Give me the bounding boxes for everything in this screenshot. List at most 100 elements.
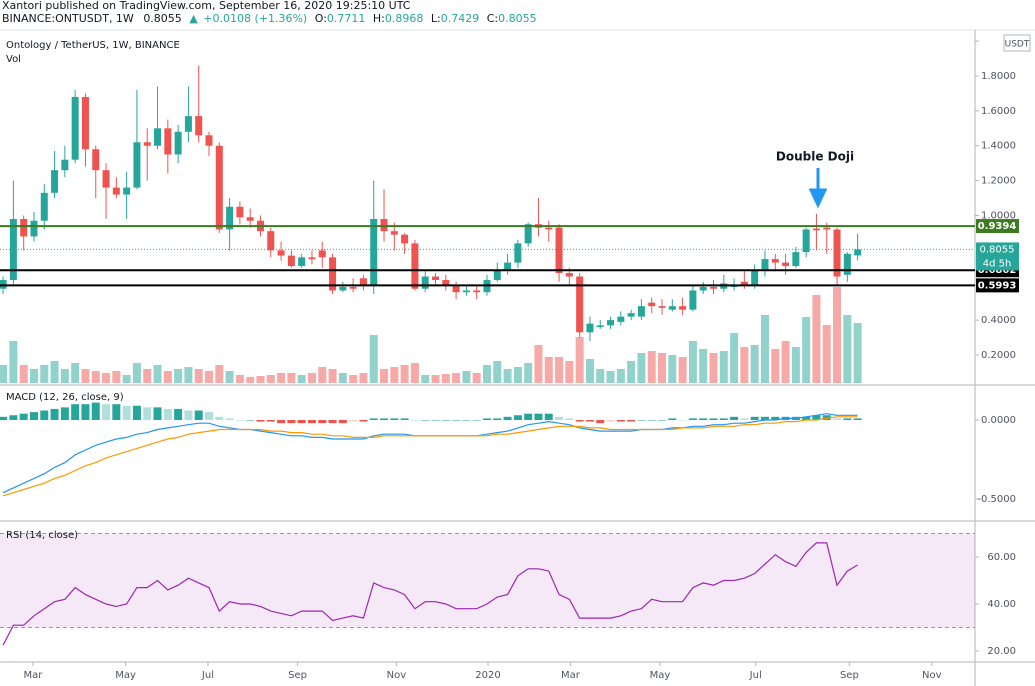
macd-histogram bbox=[802, 416, 811, 420]
ohlc-label: C: bbox=[487, 12, 498, 25]
macd-histogram bbox=[410, 419, 419, 421]
volume-bar bbox=[771, 349, 780, 383]
volume-bar bbox=[235, 375, 244, 383]
price: 0.8055 bbox=[143, 12, 182, 25]
candle-body bbox=[226, 206, 234, 230]
x-tick-label: Jul bbox=[201, 670, 214, 681]
macd-histogram bbox=[637, 419, 646, 421]
macd-histogram bbox=[441, 419, 450, 421]
macd-histogram bbox=[771, 416, 780, 420]
ohlc-value: 0.8968 bbox=[385, 12, 424, 25]
y-tick-label: -0.5000 bbox=[977, 494, 1016, 505]
candle-body bbox=[442, 280, 450, 286]
countdown: 4d 5h bbox=[983, 258, 1012, 269]
volume-bar bbox=[91, 371, 100, 383]
volume-bar bbox=[215, 365, 224, 383]
candle-body bbox=[71, 96, 79, 160]
candle-body bbox=[771, 259, 779, 263]
candle-body bbox=[504, 262, 512, 270]
candle-body bbox=[164, 128, 172, 155]
candle-body bbox=[761, 259, 769, 270]
macd-histogram bbox=[658, 419, 667, 421]
volume-bar bbox=[730, 333, 739, 383]
volume-bar bbox=[699, 349, 708, 383]
volume-bar bbox=[349, 375, 358, 383]
candle-body bbox=[174, 131, 182, 155]
volume-bar bbox=[50, 361, 59, 383]
macd-histogram bbox=[606, 419, 615, 422]
volume-bar bbox=[71, 363, 80, 383]
candle-body bbox=[493, 269, 501, 281]
volume-bar bbox=[19, 365, 28, 383]
candle-body bbox=[308, 257, 316, 260]
volume-bar bbox=[719, 351, 728, 383]
x-tick-label: 2020 bbox=[475, 670, 500, 681]
volume-bar bbox=[678, 357, 687, 383]
volume-bar bbox=[812, 295, 821, 383]
level-box bbox=[976, 219, 1019, 234]
candle-body bbox=[421, 276, 429, 289]
macd-histogram bbox=[132, 405, 141, 420]
volume-bar bbox=[431, 375, 440, 383]
candle-body bbox=[112, 187, 120, 195]
y-tick-label: 0.2000 bbox=[981, 350, 1016, 361]
candle-body bbox=[267, 231, 275, 251]
volume-bar bbox=[637, 353, 646, 383]
macd-histogram bbox=[380, 418, 389, 420]
volume-bar bbox=[277, 373, 286, 383]
candle-body bbox=[61, 159, 69, 171]
macd-histogram bbox=[194, 410, 203, 420]
candle-body bbox=[740, 281, 748, 286]
volume-bar bbox=[853, 323, 862, 383]
x-tick-label: May bbox=[115, 670, 136, 681]
volume-bar bbox=[122, 375, 131, 383]
publisher: Xantori published on TradingView.com, Se… bbox=[2, 0, 411, 12]
macd-histogram bbox=[256, 419, 265, 422]
macd-histogram bbox=[174, 408, 183, 420]
macd-histogram bbox=[318, 419, 327, 424]
candle-body bbox=[617, 316, 625, 322]
ohlc-label: H: bbox=[373, 12, 385, 25]
symbol-line: BINANCE:ONTUSDT, 1W 0.8055 ▲ +0.0108 (+1… bbox=[2, 12, 537, 25]
candle-body bbox=[205, 135, 213, 146]
volume-bar bbox=[102, 373, 111, 383]
candle-body bbox=[195, 116, 203, 136]
candle-body bbox=[81, 96, 89, 150]
macd-histogram bbox=[40, 410, 49, 420]
volume-bar bbox=[606, 371, 615, 383]
volume-bar bbox=[143, 369, 152, 383]
volume-bar bbox=[544, 357, 553, 383]
macd-histogram bbox=[338, 419, 347, 424]
candle-body bbox=[709, 286, 717, 289]
candle-body bbox=[411, 243, 419, 289]
candle-body bbox=[802, 229, 810, 253]
macd-histogram bbox=[143, 407, 152, 420]
volume-bar bbox=[647, 351, 656, 383]
candle-body bbox=[277, 250, 285, 256]
macd-histogram bbox=[71, 404, 80, 420]
macd-histogram bbox=[688, 418, 697, 420]
macd-histogram bbox=[60, 407, 69, 420]
candle-body bbox=[679, 306, 687, 310]
candle-body bbox=[133, 142, 141, 188]
macd-histogram bbox=[616, 419, 625, 422]
candle-body bbox=[102, 170, 110, 188]
candle-body bbox=[370, 218, 378, 286]
candle-body bbox=[607, 320, 615, 326]
volume-bar bbox=[585, 359, 594, 383]
candle-body bbox=[339, 286, 347, 291]
volume-bar bbox=[81, 369, 90, 383]
candle-body bbox=[154, 128, 162, 146]
candle-body bbox=[215, 145, 223, 230]
candle-body bbox=[555, 227, 563, 274]
macd-histogram bbox=[0, 416, 8, 420]
level-box bbox=[976, 278, 1019, 293]
candle-body bbox=[637, 306, 645, 317]
y-tick-label: 60.00 bbox=[987, 552, 1016, 563]
volume-bar bbox=[421, 375, 430, 383]
volume-bar bbox=[740, 347, 749, 383]
y-tick-label: 1.8000 bbox=[981, 71, 1016, 82]
line bbox=[2, 542, 858, 646]
volume-bar bbox=[555, 357, 564, 383]
